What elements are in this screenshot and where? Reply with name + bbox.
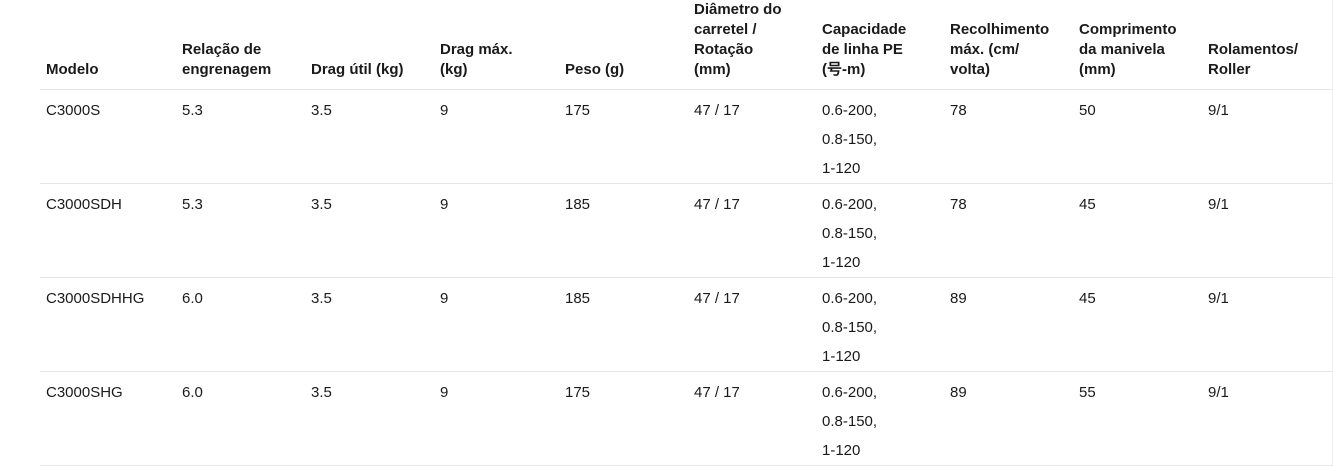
column-header-recolhimento-max: Recolhimento máx. (cm/ volta) [944, 0, 1073, 90]
cell-recolhimento-max: 89 [944, 277, 1073, 372]
cell-drag-max: 9 [434, 371, 559, 466]
column-header-relacao-engrenagem: Relação de engrenagem [176, 0, 305, 90]
cell-relacao-engrenagem: 5.3 [176, 89, 305, 184]
cell-comprimento-manivela: 55 [1073, 371, 1202, 466]
cell-drag-util: 3.5 [305, 371, 434, 466]
cell-capacidade-linha-pe: 0.6-200, 0.8-150, 1-120 [816, 183, 944, 278]
cell-capacidade-linha-pe: 0.6-200, 0.8-150, 1-120 [816, 89, 944, 184]
cell-comprimento-manivela: 45 [1073, 277, 1202, 372]
column-header-drag-util: Drag útil (kg) [305, 0, 434, 90]
cell-capacidade-linha-pe: 0.6-200, 0.8-150, 1-120 [816, 277, 944, 372]
cell-peso: 185 [559, 183, 688, 278]
cell-drag-util: 3.5 [305, 89, 434, 184]
cell-drag-util: 3.5 [305, 277, 434, 372]
column-header-rolamentos-roller: Rolamentos/ Roller [1202, 0, 1333, 90]
cell-diametro-carretel: 47 / 17 [688, 277, 816, 372]
column-header-modelo: Modelo [40, 0, 176, 90]
cell-drag-max: 9 [434, 277, 559, 372]
table-row-c3000shg: C3000SHG 6.0 3.5 9 175 47 / 17 0.6-200, … [40, 371, 1333, 466]
cell-rolamentos-roller: 9/1 [1202, 371, 1333, 466]
cell-relacao-engrenagem: 6.0 [176, 277, 305, 372]
cell-modelo: C3000SDH [40, 183, 176, 278]
cell-peso: 185 [559, 277, 688, 372]
table-row-c3000sdh: C3000SDH 5.3 3.5 9 185 47 / 17 0.6-200, … [40, 183, 1333, 278]
cell-capacidade-linha-pe: 0.6-200, 0.8-150, 1-120 [816, 371, 944, 466]
column-header-drag-max: Drag máx. (kg) [434, 0, 559, 90]
cell-diametro-carretel: 47 / 17 [688, 371, 816, 466]
cell-recolhimento-max: 78 [944, 183, 1073, 278]
cell-modelo: C3000S [40, 89, 176, 184]
cell-diametro-carretel: 47 / 17 [688, 183, 816, 278]
cell-drag-max: 9 [434, 183, 559, 278]
cell-modelo: C3000SDHHG [40, 277, 176, 372]
cell-peso: 175 [559, 371, 688, 466]
cell-modelo: C3000SHG [40, 371, 176, 466]
column-header-comprimento-manivela: Comprimento da manivela (mm) [1073, 0, 1202, 90]
column-header-diametro-carretel: Diâmetro do carretel / Rotação (mm) [688, 0, 816, 90]
header-row: Modelo Relação de engrenagem Drag útil (… [40, 0, 1333, 90]
cell-diametro-carretel: 47 / 17 [688, 89, 816, 184]
cell-rolamentos-roller: 9/1 [1202, 183, 1333, 278]
cell-rolamentos-roller: 9/1 [1202, 277, 1333, 372]
cell-recolhimento-max: 78 [944, 89, 1073, 184]
cell-relacao-engrenagem: 5.3 [176, 183, 305, 278]
column-header-peso: Peso (g) [559, 0, 688, 90]
cell-rolamentos-roller: 9/1 [1202, 89, 1333, 184]
table-row-c3000sdhhg: C3000SDHHG 6.0 3.5 9 185 47 / 17 0.6-200… [40, 277, 1333, 372]
cell-peso: 175 [559, 89, 688, 184]
table-row-c3000s: C3000S 5.3 3.5 9 175 47 / 17 0.6-200, 0.… [40, 89, 1333, 184]
cell-relacao-engrenagem: 6.0 [176, 371, 305, 466]
cell-recolhimento-max: 89 [944, 371, 1073, 466]
cell-drag-util: 3.5 [305, 183, 434, 278]
cell-comprimento-manivela: 50 [1073, 89, 1202, 184]
reel-spec-table: Modelo Relação de engrenagem Drag útil (… [40, 0, 1333, 466]
cell-drag-max: 9 [434, 89, 559, 184]
cell-comprimento-manivela: 45 [1073, 183, 1202, 278]
column-header-capacidade-linha-pe: Capacidade de linha PE (号-m) [816, 0, 944, 90]
